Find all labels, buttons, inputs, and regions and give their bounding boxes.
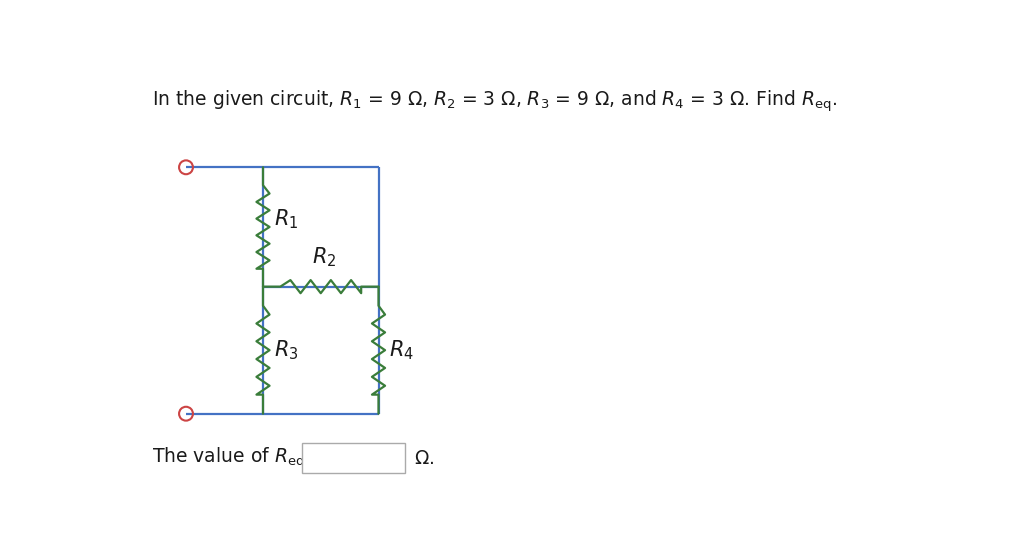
Text: In the given circuit, $R_1$ = 9 $\Omega$, $R_2$ = 3 $\Omega$, $R_3$ = 9 $\Omega$: In the given circuit, $R_1$ = 9 $\Omega$… — [153, 88, 838, 114]
Text: $R_1$: $R_1$ — [273, 207, 298, 231]
Text: $R_4$: $R_4$ — [389, 338, 414, 362]
FancyBboxPatch shape — [301, 444, 406, 473]
Text: $R_2$: $R_2$ — [312, 245, 337, 269]
Text: The value of $R_\mathrm{eq}$ is: The value of $R_\mathrm{eq}$ is — [153, 446, 327, 471]
Text: $\Omega$.: $\Omega$. — [414, 449, 434, 468]
Text: $R_3$: $R_3$ — [273, 338, 298, 362]
